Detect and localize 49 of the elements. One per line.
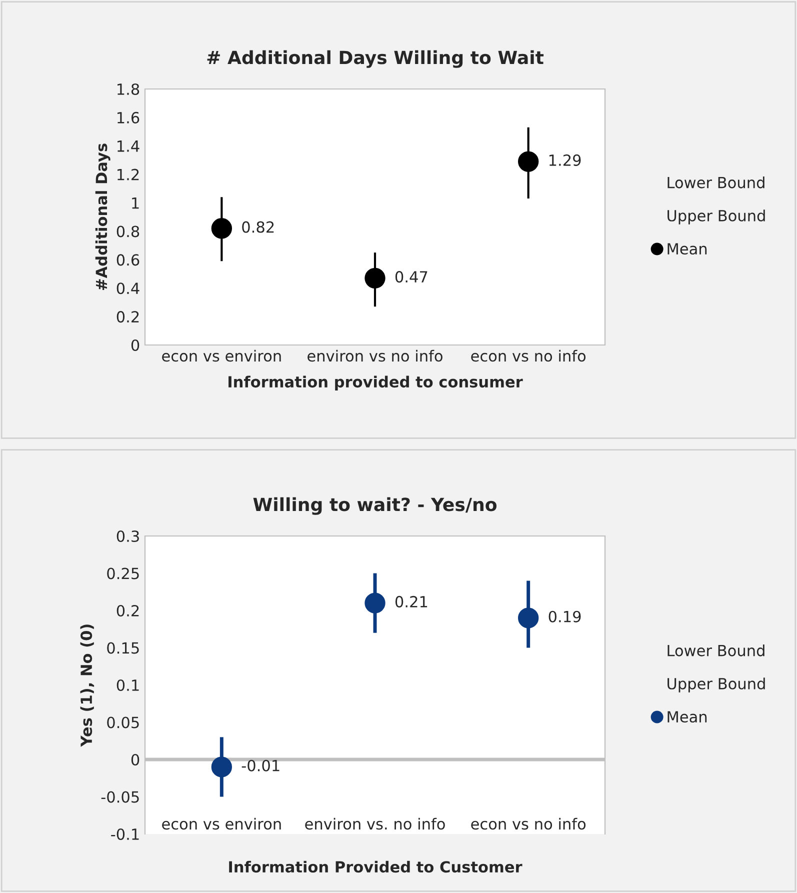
chart-title: # Additional Days Willing to Wait <box>207 50 544 68</box>
y-axis-title: Yes (1), No (0) <box>80 624 94 747</box>
point <box>364 592 386 614</box>
y-tick-label: -0.1 <box>111 828 139 840</box>
y-tick-label: 1.8 <box>118 83 140 96</box>
point <box>211 218 232 239</box>
y-tick-label: 1 <box>132 197 139 209</box>
y-tick-label: 0.8 <box>116 226 140 238</box>
y-tick-label: 0.6 <box>116 254 140 266</box>
y-tick-label: 1.6 <box>118 112 140 124</box>
y-tick-label: -0.05 <box>101 791 139 803</box>
x-tick-label: econ vs environ <box>162 818 281 830</box>
data-label: -0.01 <box>242 760 280 772</box>
y-axis-title: #Additional Days <box>95 144 110 290</box>
x-tick-label: environ vs. no info <box>305 818 445 830</box>
data-label: 0.47 <box>395 271 428 283</box>
x-tick-label: environ vs no info <box>308 350 442 362</box>
text: Lower Bound <box>668 176 764 188</box>
x-tick-label: econ vs no info <box>471 350 586 362</box>
y-tick-label: 0.1 <box>116 679 139 692</box>
y-tick-label: 0.2 <box>116 311 139 323</box>
y-tick-label: 0.05 <box>107 716 139 728</box>
y-tick-label: 0.2 <box>116 604 139 617</box>
point <box>364 268 386 288</box>
chart-title: Willing to wait? - Yes/no <box>253 497 496 515</box>
y-tick-label: 0 <box>131 754 140 766</box>
y-tick-label: 0 <box>131 339 140 352</box>
legend-label: Mean <box>668 711 707 723</box>
text: Lower Bound <box>668 644 764 656</box>
data-label: 1.29 <box>549 154 581 166</box>
y-tick-label: 1.2 <box>118 168 139 180</box>
y-tick-label: 0.15 <box>107 642 139 654</box>
legend-label: Mean <box>668 243 707 255</box>
data-label: 0.19 <box>548 610 581 622</box>
x-axis-title: Information Provided to Customer <box>229 860 522 873</box>
y-tick-label: 1.4 <box>118 140 140 152</box>
text: Upper Bound <box>668 210 765 224</box>
x-tick-label: econ vs environ <box>162 350 281 362</box>
y-tick-label: 0.25 <box>107 568 139 580</box>
point <box>518 151 539 172</box>
x-axis-title: Information provided to consumer <box>228 376 523 391</box>
x-tick-label: econ vs no info <box>471 818 586 830</box>
data-label: 0.82 <box>242 221 274 233</box>
y-tick-label: 0.4 <box>116 282 140 294</box>
point <box>211 756 232 778</box>
data-label: 0.21 <box>395 596 428 608</box>
point <box>518 608 539 628</box>
text: Upper Bound <box>668 678 765 692</box>
y-tick-label: 0.3 <box>116 530 139 542</box>
